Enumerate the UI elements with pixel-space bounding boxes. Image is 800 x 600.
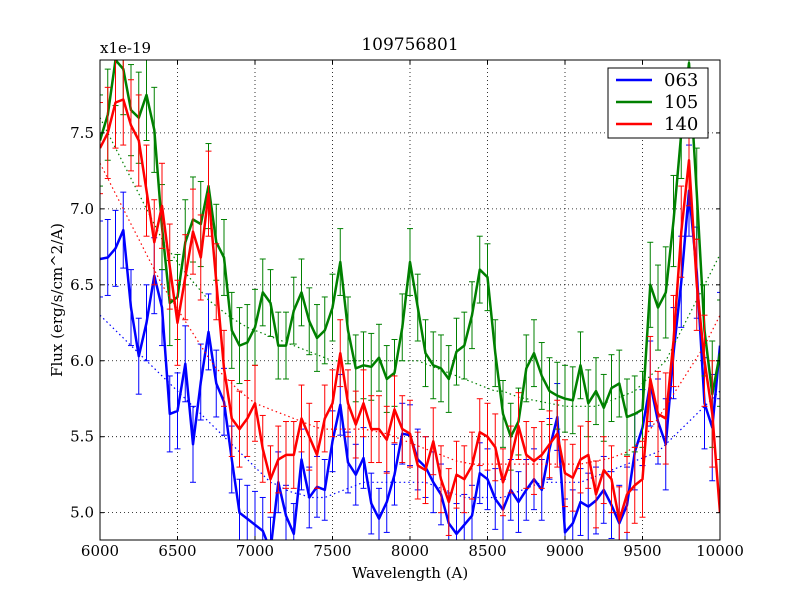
series-line-105 <box>100 60 720 438</box>
y-tick-label: 5.0 <box>70 504 94 522</box>
series-140 <box>100 60 720 540</box>
axis-ticks: 6000 6500 7000 7500 8000 8500 9000 9500 10000 5.0… <box>70 60 744 560</box>
x-tick-label: 9500 <box>623 542 661 560</box>
series-layer <box>100 60 720 540</box>
x-tick-label: 8500 <box>468 542 506 560</box>
y-tick-label: 7.5 <box>70 124 94 142</box>
x-tick-label: 8000 <box>391 542 429 560</box>
y-offset-label: x1e-19 <box>100 39 151 57</box>
y-tick-label: 6.5 <box>70 276 94 294</box>
y-axis-label: Flux (erg/s/cm^2/A) <box>48 223 66 377</box>
y-tick-label: 7.0 <box>70 200 94 218</box>
chart-title: 109756801 <box>361 35 458 55</box>
continuum-line-063 <box>100 314 720 499</box>
x-tick-label: 10000 <box>696 542 744 560</box>
legend-label-063: 063 <box>664 70 698 91</box>
x-tick-label: 7000 <box>236 542 274 560</box>
x-axis-label: Wavelength (A) <box>352 564 468 582</box>
y-tick-label: 6.0 <box>70 352 94 370</box>
x-tick-label: 9000 <box>546 542 584 560</box>
y-tick-label: 5.5 <box>70 428 94 446</box>
legend-label-105: 105 <box>664 92 698 113</box>
x-tick-label: 6000 <box>81 542 119 560</box>
legend-label-140: 140 <box>664 114 698 135</box>
x-tick-label: 6500 <box>158 542 196 560</box>
series-line-140 <box>100 98 720 522</box>
x-tick-label: 7500 <box>313 542 351 560</box>
